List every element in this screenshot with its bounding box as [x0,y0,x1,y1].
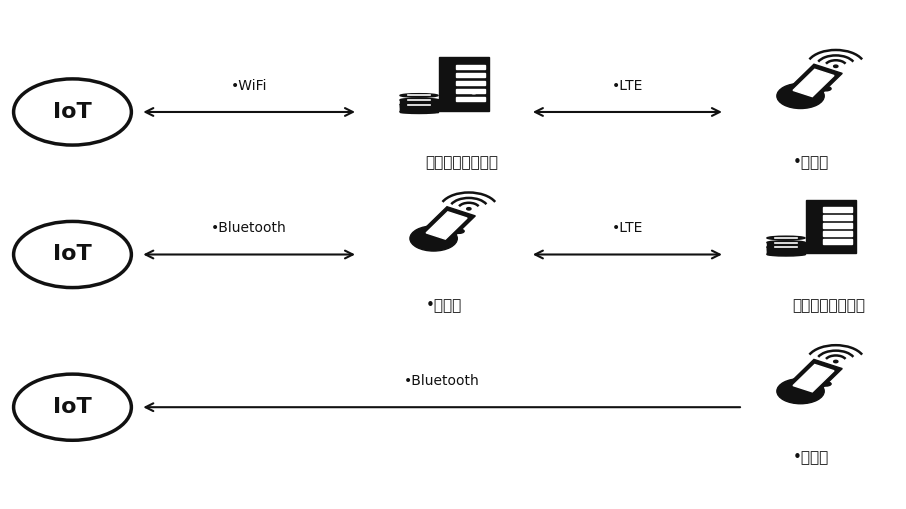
Ellipse shape [834,360,838,363]
Bar [400,99,438,107]
Ellipse shape [767,252,805,256]
Text: IoT: IoT [53,102,92,122]
Bar [400,104,438,111]
Bar [400,103,438,111]
Text: クラウドサーバー: クラウドサーバー [793,298,865,313]
Text: クラウドサーバー: クラウドサーバー [426,155,498,170]
Ellipse shape [767,241,805,244]
Bar [457,89,486,93]
Text: •Bluetooth: •Bluetooth [404,374,479,388]
Bar [824,232,853,236]
Ellipse shape [789,85,802,90]
Ellipse shape [410,226,458,251]
Ellipse shape [422,228,435,232]
Ellipse shape [433,225,444,230]
Text: •スマホ: •スマホ [793,155,829,170]
Ellipse shape [400,110,439,114]
Polygon shape [426,212,467,239]
Ellipse shape [820,382,831,386]
Bar [457,65,486,69]
Text: •LTE: •LTE [612,221,643,235]
Ellipse shape [800,378,811,383]
Circle shape [14,374,131,440]
Bar [766,242,805,249]
Polygon shape [416,207,476,246]
Text: •WiFi: •WiFi [231,78,267,93]
Bar [766,247,805,254]
Ellipse shape [400,94,439,97]
Bar [457,97,486,101]
Bar [439,58,489,111]
Ellipse shape [789,380,802,385]
Polygon shape [783,64,843,103]
Circle shape [14,221,131,288]
Text: IoT: IoT [53,397,92,417]
Ellipse shape [834,65,838,68]
Text: •Bluetooth: •Bluetooth [211,221,287,235]
Polygon shape [793,69,834,97]
Ellipse shape [800,83,811,88]
Circle shape [14,79,131,145]
Bar [766,246,805,254]
Ellipse shape [767,236,805,240]
Ellipse shape [400,98,439,102]
Ellipse shape [444,227,455,231]
Bar [824,215,853,220]
Ellipse shape [767,245,805,249]
Polygon shape [783,359,843,399]
Ellipse shape [467,208,471,210]
Text: •LTE: •LTE [612,78,643,93]
Ellipse shape [811,379,822,384]
Ellipse shape [453,229,464,234]
Ellipse shape [776,83,824,108]
Bar [457,73,486,77]
Ellipse shape [400,103,439,106]
Bar [824,239,853,244]
Ellipse shape [471,91,477,94]
Text: •スマホ: •スマホ [793,450,829,465]
Polygon shape [793,364,834,392]
Bar [824,223,853,228]
Ellipse shape [776,379,824,404]
Bar [806,200,856,253]
Text: IoT: IoT [53,244,92,265]
Text: •スマホ: •スマホ [426,298,462,313]
Bar [457,81,486,85]
Ellipse shape [811,84,822,89]
Bar [824,207,853,212]
Ellipse shape [820,87,831,91]
Ellipse shape [838,233,843,236]
